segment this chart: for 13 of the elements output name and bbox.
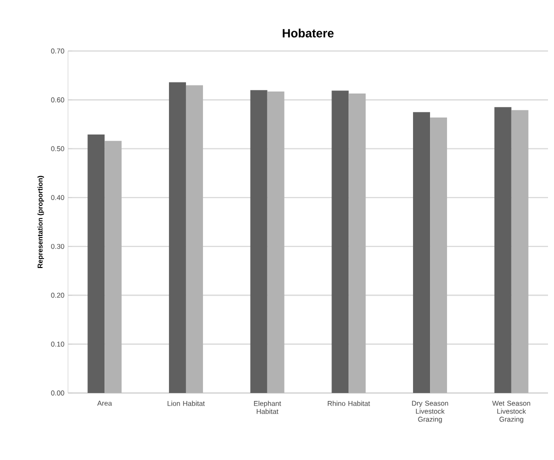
bar [413, 112, 430, 393]
bar [511, 110, 528, 393]
bar [430, 117, 448, 393]
bar [348, 94, 366, 393]
bar [186, 85, 203, 393]
bar [88, 134, 105, 393]
bar [332, 90, 349, 393]
bar [250, 90, 268, 393]
bar [494, 107, 512, 393]
bar [168, 82, 186, 393]
bar [104, 140, 122, 393]
bar [267, 92, 284, 393]
chart-title: Hobatere [282, 28, 334, 38]
